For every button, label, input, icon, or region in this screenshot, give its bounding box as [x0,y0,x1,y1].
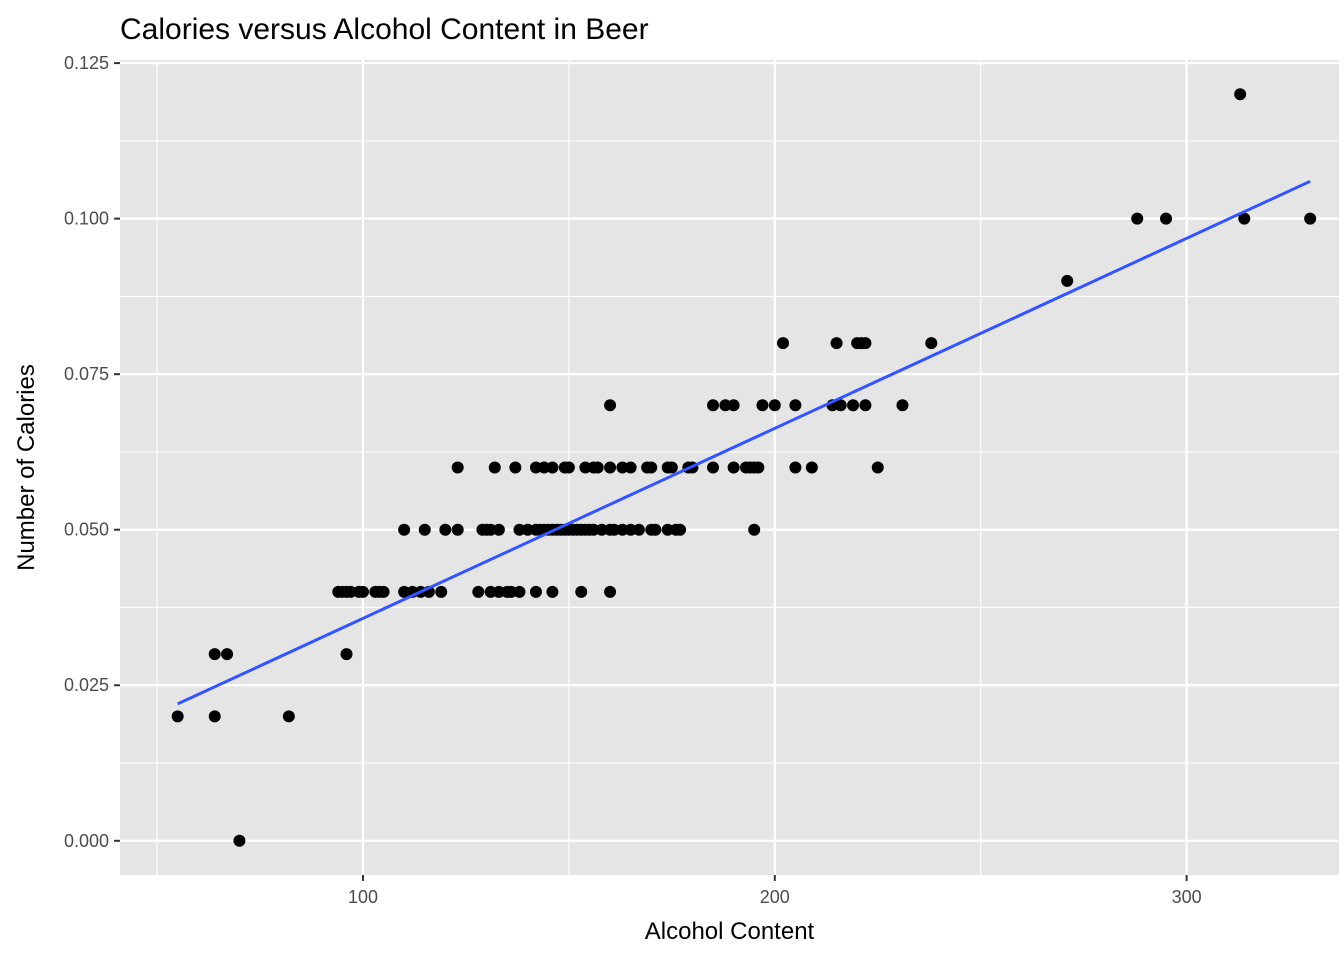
data-point [591,461,604,474]
data-point [472,585,485,598]
data-point [1238,212,1251,225]
data-point [752,461,765,474]
data-point [707,461,720,474]
x-axis-title: Alcohol Content [645,918,815,945]
data-point [451,523,464,536]
data-point [546,585,559,598]
y-axis-tick-labels: 0.000 0.025 0.050 0.075 0.100 0.125 [64,53,109,851]
data-point [847,399,860,412]
data-point [859,337,872,350]
data-point [604,461,617,474]
data-point [616,461,629,474]
data-point [830,337,843,350]
chart-title: Calories versus Alcohol Content in Beer [120,13,649,46]
x-tick-label: 200 [760,887,790,907]
data-point [624,461,637,474]
data-point [513,585,526,598]
data-point [587,523,600,536]
data-point [859,399,872,412]
data-point [748,523,761,536]
data-point [418,523,431,536]
data-point [896,399,909,412]
y-tick-label: 0.125 [64,53,109,73]
data-point [604,585,617,598]
data-point [719,399,732,412]
data-point [727,461,740,474]
data-point [1304,212,1317,225]
y-tick-label: 0.100 [64,209,109,229]
data-point [344,585,357,598]
data-point [674,523,687,536]
data-point [484,523,497,536]
data-point [492,523,505,536]
data-point [398,585,411,598]
data-point [608,523,621,536]
data-point [488,461,501,474]
y-tick-label: 0.000 [64,831,109,851]
y-tick-label: 0.075 [64,364,109,384]
data-point [546,461,559,474]
data-point [595,523,608,536]
data-point [661,523,674,536]
data-point [233,834,246,847]
data-point [624,523,637,536]
y-axis-title: Number of Calories [13,364,40,571]
data-point [340,648,353,661]
data-point [208,710,221,723]
data-point [575,585,588,598]
data-point [616,523,629,536]
data-point [789,399,802,412]
x-tick-label: 100 [348,887,378,907]
data-point [451,461,464,474]
data-point [492,585,505,598]
data-point [604,399,617,412]
data-point [171,710,184,723]
data-point [509,461,522,474]
data-point [707,399,720,412]
data-point [579,461,592,474]
axis-ticks [114,62,1188,881]
data-point [529,585,542,598]
data-point [756,399,769,412]
x-tick-label: 300 [1172,887,1202,907]
data-point [768,399,781,412]
data-point [777,337,790,350]
grid-major [120,60,1339,875]
data-points [171,88,1317,847]
data-point [398,523,411,536]
y-tick-label: 0.050 [64,520,109,540]
data-point [1234,88,1247,101]
data-point [727,399,740,412]
data-point [665,461,678,474]
data-point [805,461,818,474]
data-point [1131,212,1144,225]
data-point [221,648,234,661]
data-point [435,585,448,598]
data-point [834,399,847,412]
regression-line [177,179,1311,706]
data-point [282,710,295,723]
data-point [925,337,938,350]
data-point [505,585,518,598]
data-point [1061,274,1074,287]
data-point [1160,212,1173,225]
data-point [645,461,658,474]
data-point [562,461,575,474]
data-point [521,523,534,536]
y-tick-label: 0.025 [64,675,109,695]
data-point [538,461,551,474]
data-point [789,461,802,474]
x-axis-tick-labels: 100 200 300 [348,887,1202,907]
data-point [632,523,645,536]
data-point [356,585,369,598]
data-point [377,585,390,598]
data-point [649,523,662,536]
data-point [871,461,884,474]
data-point [529,461,542,474]
data-point [208,648,221,661]
data-point [513,523,526,536]
data-point [484,585,497,598]
data-point [439,523,452,536]
